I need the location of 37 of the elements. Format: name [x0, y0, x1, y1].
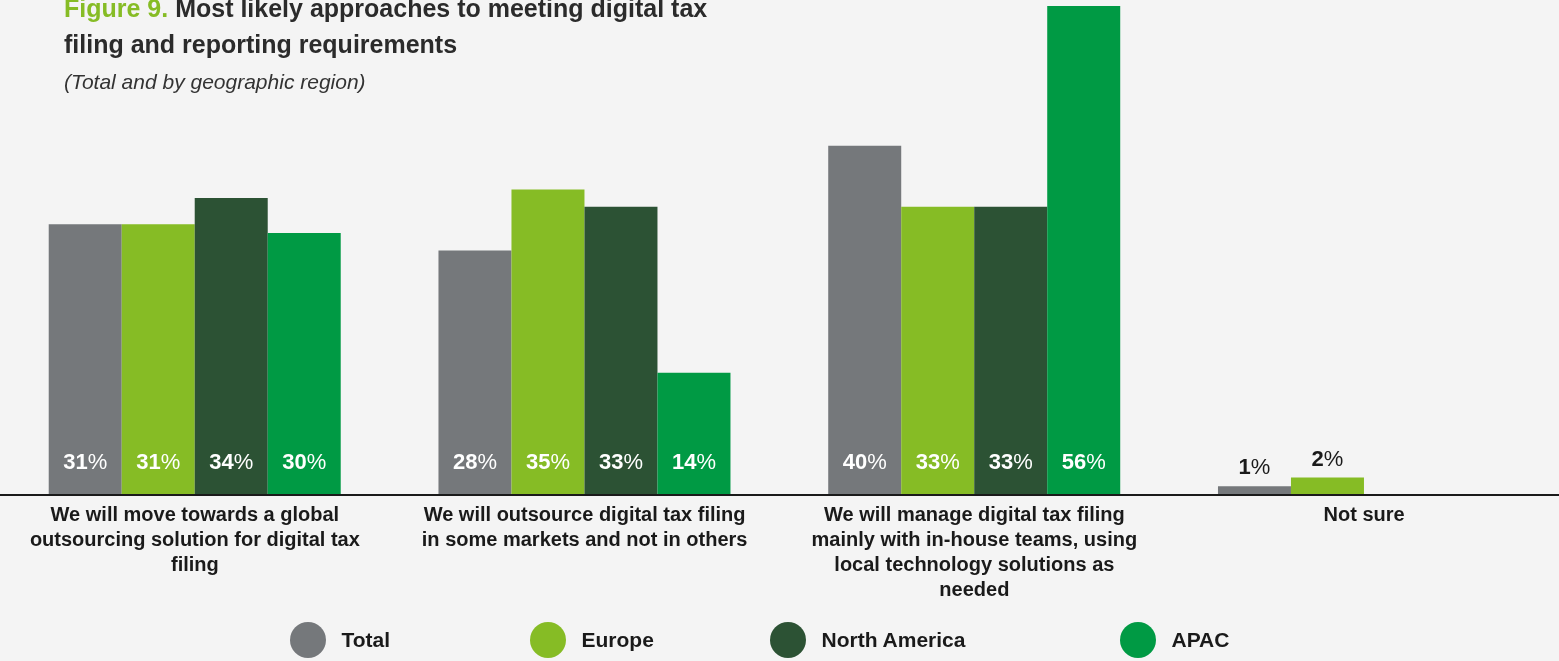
- legend-label: Total: [341, 628, 391, 652]
- legend-label: APAC: [1171, 628, 1230, 652]
- bar: [828, 145, 902, 495]
- bar: [511, 189, 585, 495]
- bar: [121, 224, 195, 495]
- data-label: 2%: [1311, 445, 1344, 471]
- data-label: 1%: [1238, 454, 1271, 480]
- bar: [1047, 6, 1121, 495]
- bar: [267, 233, 341, 495]
- bar: [438, 250, 512, 495]
- data-label: 14%: [671, 449, 716, 474]
- data-label: 33%: [988, 449, 1033, 474]
- x-tick-label: We will manage digital tax filing mainly with in-house teams, using local technology solutions as needed: [811, 503, 1138, 600]
- data-label: 28%: [452, 449, 497, 474]
- x-tick-label: We will outsource digital tax filing in some markets and not in others: [421, 503, 748, 550]
- bar: [901, 206, 975, 495]
- data-label: 35%: [525, 449, 570, 474]
- data-label: 31%: [63, 449, 108, 474]
- bar: [1290, 477, 1364, 495]
- data-label: 56%: [1061, 449, 1106, 474]
- x-tick-label: We will move towards a global outsourcing solution for digital tax filing: [29, 503, 360, 575]
- data-label: 40%: [842, 449, 887, 474]
- data-label: 34%: [209, 449, 254, 474]
- bar: [48, 224, 122, 495]
- data-label: 33%: [598, 449, 643, 474]
- x-tick-label: Not sure: [1323, 503, 1405, 525]
- text: (Total and by geographic region): [64, 70, 366, 94]
- data-label: 30%: [282, 449, 327, 474]
- data-label: 31%: [136, 449, 181, 474]
- bar: [584, 206, 658, 495]
- bar: [1217, 486, 1291, 495]
- data-label: 33%: [915, 449, 960, 474]
- bar: [657, 372, 731, 495]
- bar: [974, 206, 1048, 495]
- bar: [194, 198, 268, 495]
- legend-label: Europe: [581, 628, 654, 652]
- legend-label: North America: [821, 628, 966, 652]
